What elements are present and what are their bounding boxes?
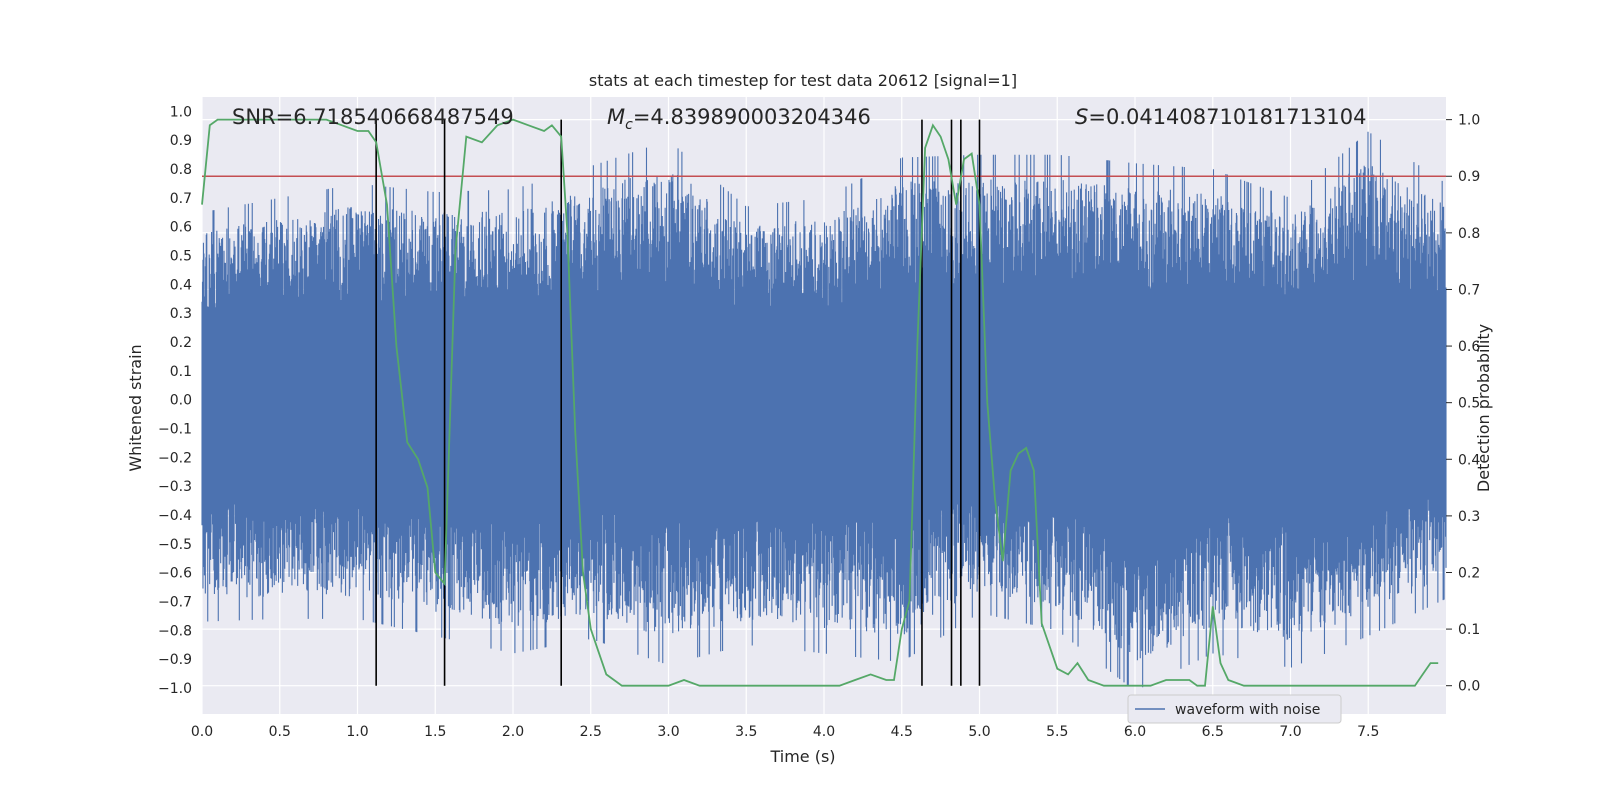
y-left-axis-ticks: 1.0 0.9 0.8 0.7 0.6 0.5 0.4 0.3 0.2 0.1 0.0 −0.1 −0.… <box>158 104 192 697</box>
x-axis-label: Time (s) <box>769 747 835 766</box>
strain-trace <box>201 131 1447 688</box>
x-tick-label: 2.0 <box>502 724 524 740</box>
y-left-tick-label: 1.0 <box>170 104 192 120</box>
y-left-tick-label: −0.7 <box>158 595 192 611</box>
x-tick-label: 7.0 <box>1279 724 1301 740</box>
y-left-tick-label: 0.3 <box>170 306 192 322</box>
y-right-tick-label: 0.8 <box>1458 226 1480 242</box>
y-right-axis-ticks: 1.0 0.9 0.8 0.7 0.6 0.5 0.4 0.3 0.2 0.1 0.0 <box>1446 113 1480 695</box>
y-right-axis-label: Detection probability <box>1474 324 1493 492</box>
y-right-tick-label: 0.1 <box>1458 622 1480 638</box>
y-left-tick-label: 0.8 <box>170 162 192 178</box>
snr-annotation: SNR=6.718540668487549 <box>232 105 514 129</box>
s-value: =0.041408710181713104 <box>1088 105 1366 129</box>
legend: waveform with noise <box>1127 694 1342 724</box>
x-tick-label: 4.0 <box>813 724 835 740</box>
y-right-tick-label: 1.0 <box>1458 113 1480 129</box>
y-left-tick-label: −0.8 <box>158 623 192 639</box>
x-tick-label: 0.5 <box>269 724 291 740</box>
x-tick-label: 6.0 <box>1124 724 1146 740</box>
plot-area-group <box>201 97 1447 714</box>
x-tick-label: 3.0 <box>657 724 679 740</box>
x-tick-label: 4.5 <box>891 724 913 740</box>
x-tick-label: 5.5 <box>1046 724 1068 740</box>
legend-label-waveform-with-noise: waveform with noise <box>1175 702 1320 718</box>
y-right-tick-label: 0.0 <box>1458 679 1480 695</box>
s-annotation: S=0.041408710181713104 <box>1075 105 1366 129</box>
detection-probability-line <box>201 118 1439 687</box>
y-left-tick-label: −1.0 <box>158 681 192 697</box>
x-tick-label: 6.5 <box>1202 724 1224 740</box>
x-axis-ticks: 0.0 0.5 1.0 1.5 2.0 2.5 3.0 3.5 4.0 4.5 5.0 5.5 6.0 6… <box>191 724 1380 740</box>
y-left-tick-label: −0.2 <box>158 450 192 466</box>
chart-title: stats at each timestep for test data 206… <box>589 71 1017 90</box>
y-right-tick-label: 0.7 <box>1458 282 1480 298</box>
chirp-mass-symbol: M <box>607 105 625 129</box>
x-tick-label: 1.0 <box>346 724 368 740</box>
y-right-tick-label: 0.6 <box>1458 339 1480 355</box>
y-right-tick-label: 0.2 <box>1458 565 1480 581</box>
y-left-tick-label: −0.6 <box>158 566 192 582</box>
x-tick-label: 7.5 <box>1357 724 1379 740</box>
y-left-tick-label: 0.2 <box>170 335 192 351</box>
y-right-tick-label: 0.9 <box>1458 169 1480 185</box>
y-right-tick-label: 0.5 <box>1458 396 1480 412</box>
y-right-tick-label: 0.4 <box>1458 452 1480 468</box>
y-left-tick-label: −0.3 <box>158 479 192 495</box>
y-left-tick-label: 0.5 <box>170 249 192 265</box>
y-left-tick-label: −0.5 <box>158 537 192 553</box>
series-detection-probability <box>201 118 1439 687</box>
y-left-tick-label: −0.1 <box>158 422 192 438</box>
s-symbol: S <box>1075 105 1088 129</box>
series-waveform-with-noise <box>201 131 1447 688</box>
x-tick-label: 3.5 <box>735 724 757 740</box>
legend-box <box>1127 694 1342 724</box>
x-tick-label: 1.5 <box>424 724 446 740</box>
chirp-mass-annotation: Mc=4.839890003204346 <box>607 105 871 133</box>
chirp-mass-subscript: c <box>625 117 633 133</box>
y-left-tick-label: 0.7 <box>170 191 192 207</box>
y-left-tick-label: 0.0 <box>170 393 192 409</box>
y-left-tick-label: 0.4 <box>170 277 192 293</box>
y-left-tick-label: −0.4 <box>158 508 192 524</box>
y-left-tick-label: 0.6 <box>170 220 192 236</box>
y-left-tick-label: 0.1 <box>170 364 192 380</box>
x-tick-label: 5.0 <box>968 724 990 740</box>
x-tick-label: 2.5 <box>580 724 602 740</box>
y-left-tick-label: 0.9 <box>170 133 192 149</box>
chirp-mass-value: =4.839890003204346 <box>633 105 871 129</box>
y-right-tick-label: 0.3 <box>1458 509 1480 525</box>
x-tick-label: 0.0 <box>191 724 213 740</box>
y-left-axis-label: Whitened strain <box>126 344 145 471</box>
y-left-tick-label: −0.9 <box>158 652 192 668</box>
